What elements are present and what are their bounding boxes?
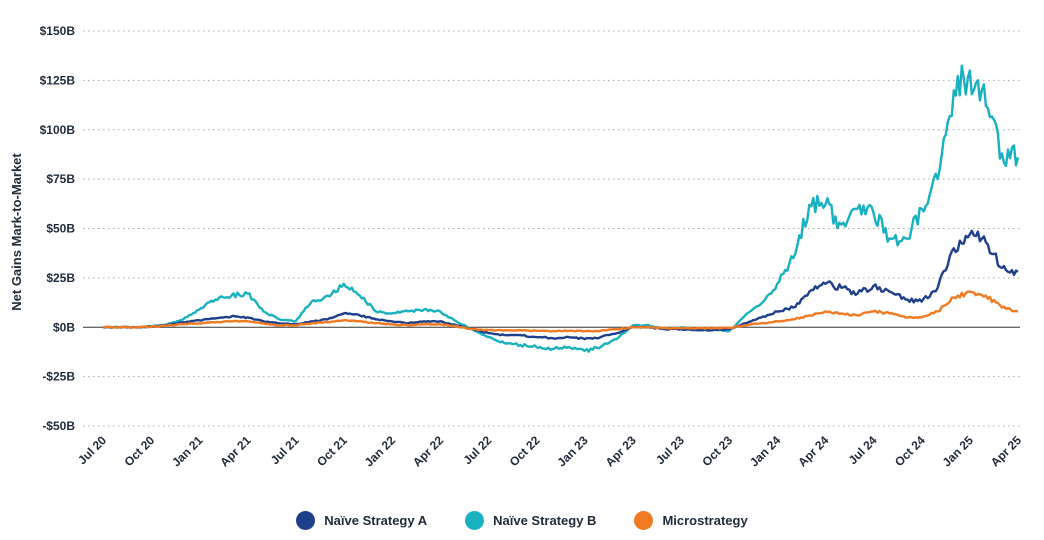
legend-label: Microstrategy [662,513,748,528]
legend-item: Microstrategy [634,511,748,530]
x-tick-label: Apr 22 [410,433,447,470]
x-tick-label: Jul 22 [460,433,494,467]
series-line-3 [103,290,1019,333]
legend-label: Naïve Strategy A [324,513,428,528]
legend-item: Naïve Strategy B [465,511,596,530]
y-tick-label: $150B [40,24,76,38]
x-tick-label: Jan 24 [747,433,784,470]
gridlines [83,30,1020,427]
y-tick-label: $25B [46,271,75,285]
legend-swatch [634,511,654,530]
y-tick-label: $75B [46,172,75,186]
legend: Naïve Strategy A Naïve Strategy B Microstr… [0,511,1044,530]
x-tick-label: Jan 25 [940,433,977,470]
y-axis-ticks: $150B $125B $100B $75B $50B $25B $0B -$25B -$50B [40,24,76,433]
x-tick-label: Apr 25 [988,433,1025,470]
x-tick-label: Apr 21 [217,433,254,470]
x-tick-label: Jul 23 [653,433,687,467]
x-tick-label: Jan 21 [169,433,206,470]
x-tick-label: Oct 21 [314,433,350,469]
x-tick-label: Jul 20 [75,433,109,467]
legend-item: Naïve Strategy A [296,511,427,530]
x-tick-label: Jan 22 [362,433,399,470]
legend-swatch [465,511,485,530]
series-line-2 [102,64,1020,353]
y-tick-label: -$50B [42,419,75,433]
legend-swatch [296,511,316,530]
x-tick-label: Oct 22 [507,433,543,469]
y-tick-label: $0B [53,320,75,334]
y-tick-label: $125B [40,73,76,87]
y-tick-label: -$25B [42,370,75,384]
x-tick-label: Apr 23 [603,433,640,470]
series-lines [102,64,1020,353]
x-tick-label: Jan 23 [554,433,591,470]
x-tick-label: Oct 23 [699,433,735,469]
y-tick-label: $100B [40,123,76,137]
x-tick-label: Apr 24 [795,433,832,470]
x-tick-label: Oct 20 [121,433,157,469]
x-axis-ticks: Jul 20 Oct 20 Jan 21 Apr 21 Jul 21 Oct 21 Jan … [75,433,1024,470]
x-tick-label: Jul 24 [846,433,880,467]
legend-label: Naïve Strategy B [493,513,597,528]
x-tick-label: Jul 21 [268,433,302,467]
series-line-1 [102,229,1019,341]
x-tick-label: Oct 24 [892,433,928,469]
y-tick-label: $50B [46,222,75,236]
y-axis-title: Net Gains Mark-to-Market [9,153,24,311]
